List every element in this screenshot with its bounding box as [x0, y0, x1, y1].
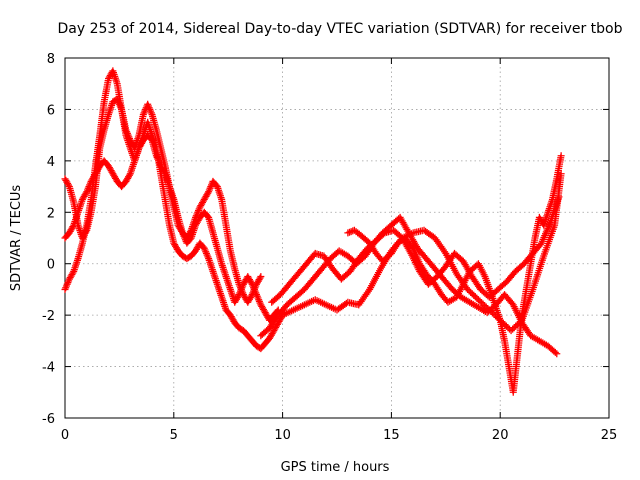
- y-axis-label: SDTVAR / TECUs: [9, 185, 24, 292]
- plot-frame: [64, 57, 610, 419]
- data-point: [64, 181, 72, 189]
- y-tick-label: 6: [47, 103, 55, 118]
- data-point: [557, 152, 565, 160]
- data-point: [204, 189, 212, 197]
- x-axis-label: GPS time / hours: [281, 460, 390, 475]
- x-tick-label: 5: [170, 428, 178, 443]
- data-point: [69, 269, 77, 277]
- data-point: [247, 292, 255, 300]
- y-tick-label: -2: [42, 309, 55, 324]
- data-point: [551, 348, 559, 356]
- series-trace-2: [61, 95, 265, 306]
- y-tick-label: 2: [47, 206, 55, 221]
- data-point: [247, 279, 255, 287]
- chart-title: Day 253 of 2014, Sidereal Day-to-day VTE…: [57, 21, 622, 37]
- series-trace-7: [344, 152, 565, 396]
- x-tick-label: 10: [274, 428, 291, 443]
- y-tick-label: 8: [47, 52, 55, 67]
- data-point: [125, 171, 133, 179]
- grid: [65, 58, 609, 418]
- data-point: [234, 292, 242, 300]
- data-point: [553, 350, 561, 358]
- data-point: [147, 135, 155, 143]
- data-point: [257, 273, 265, 281]
- data-point: [256, 274, 264, 282]
- axis-ticks: 0 5 10 15 20 25 -6 -4 -2 0 2 4 6 8: [42, 52, 617, 443]
- x-tick-label: 15: [383, 428, 400, 443]
- data-point: [204, 212, 212, 220]
- data-point: [160, 168, 168, 176]
- y-tick-label: -6: [42, 412, 55, 427]
- x-tick-label: 0: [61, 428, 69, 443]
- data-point: [69, 223, 77, 231]
- data-point: [82, 189, 90, 197]
- data-point: [82, 228, 90, 236]
- y-tick-label: 4: [47, 155, 55, 170]
- data-points: [61, 67, 565, 396]
- y-tick-label: -4: [42, 361, 55, 376]
- y-tick-label: 0: [47, 258, 55, 273]
- x-tick-label: 25: [601, 428, 618, 443]
- x-tick-label: 20: [492, 428, 509, 443]
- series-trace-3: [61, 131, 282, 324]
